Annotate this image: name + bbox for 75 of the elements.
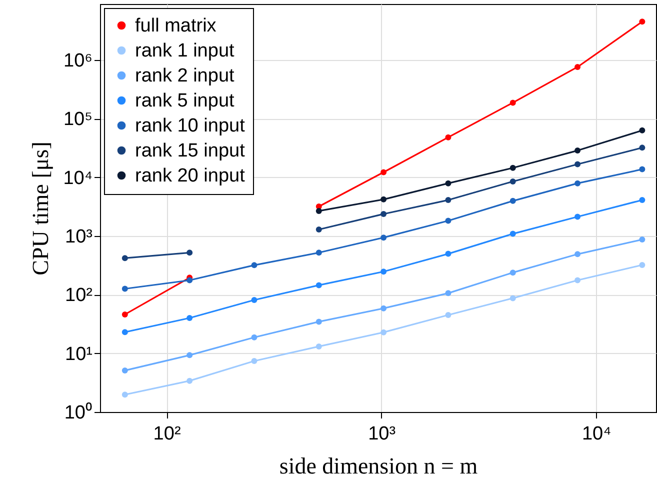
- point: [574, 161, 581, 168]
- point: [316, 208, 322, 214]
- point: [639, 127, 646, 134]
- x-tick-label: 10⁴: [582, 424, 612, 444]
- point: [380, 211, 387, 217]
- point: [122, 311, 128, 318]
- point: [186, 315, 193, 321]
- point: [639, 262, 646, 268]
- point: [639, 144, 646, 151]
- y-tick-label: 10²: [65, 285, 92, 306]
- point: [510, 295, 516, 302]
- point: [639, 236, 646, 243]
- point: [445, 180, 452, 186]
- legend-label: rank 10 input: [135, 116, 246, 136]
- point: [574, 64, 581, 70]
- legend-label: rank 20 input: [135, 166, 246, 186]
- y-tick-label: 10⁰: [64, 402, 92, 424]
- legend-label: full matrix: [135, 16, 217, 36]
- point: [251, 334, 258, 340]
- point: [510, 270, 516, 276]
- point: [186, 250, 193, 256]
- point: [380, 329, 387, 336]
- point: [510, 164, 516, 171]
- point: [380, 169, 387, 176]
- y-tick-label: 10⁴: [63, 168, 92, 189]
- point: [445, 134, 452, 140]
- point: [186, 277, 193, 284]
- x-tick-label: 10²: [153, 424, 181, 444]
- point: [316, 343, 322, 350]
- point: [574, 148, 581, 154]
- point: [316, 318, 322, 325]
- point: [445, 197, 452, 204]
- point: [186, 352, 193, 358]
- y-axis-title: CPU time [μs]: [28, 142, 54, 276]
- point: [574, 277, 581, 284]
- legend-label: rank 15 input: [135, 140, 246, 162]
- y-tick-label: 10⁶: [64, 50, 92, 72]
- point: [380, 234, 387, 241]
- point: [380, 196, 387, 202]
- point: [510, 230, 516, 237]
- point: [122, 392, 128, 398]
- point: [251, 358, 258, 364]
- point: [510, 178, 516, 184]
- point: [510, 198, 516, 204]
- point: [445, 312, 452, 318]
- point: [445, 290, 452, 296]
- point: [316, 282, 322, 288]
- x-tick-label: 10³: [368, 424, 396, 444]
- legend-label: rank 2 input: [135, 66, 236, 86]
- legend-label: rank 5 input: [135, 90, 236, 112]
- point: [122, 329, 128, 336]
- point: [574, 251, 581, 258]
- point: [574, 214, 581, 220]
- point: [122, 255, 128, 262]
- y-tick-label: 10⁵: [63, 109, 92, 130]
- point: [316, 250, 322, 256]
- point: [251, 262, 258, 268]
- point: [186, 378, 193, 384]
- point: [251, 297, 258, 304]
- point: [639, 18, 646, 25]
- legend-label: rank 1 input: [135, 40, 236, 62]
- point: [639, 197, 646, 204]
- point: [445, 250, 452, 257]
- point: [122, 286, 128, 292]
- y-tick-label: 10³: [65, 226, 92, 248]
- y-tick-label: 10¹: [65, 344, 92, 365]
- point: [574, 180, 581, 186]
- point: [380, 268, 387, 275]
- point: [122, 367, 128, 374]
- point: [639, 166, 646, 172]
- point: [445, 218, 452, 224]
- point: [510, 100, 516, 106]
- point: [316, 226, 322, 232]
- point: [380, 305, 387, 312]
- x-axis-title: side dimension n = m: [279, 454, 478, 478]
